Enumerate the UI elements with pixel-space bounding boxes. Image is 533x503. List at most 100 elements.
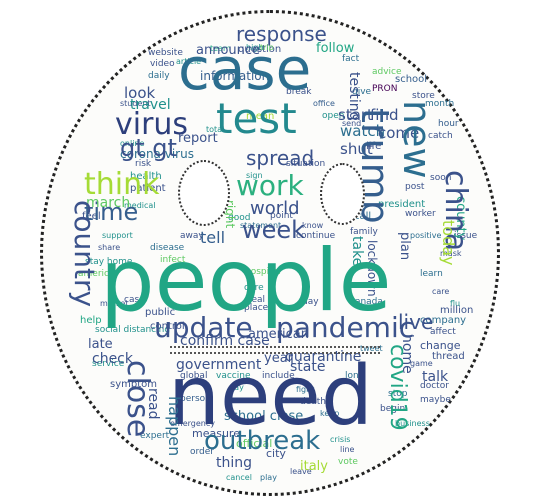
word: line (340, 445, 355, 454)
word: new (395, 100, 439, 179)
word: real (248, 295, 266, 305)
word: year (264, 351, 294, 366)
word: business (395, 419, 430, 428)
word: article (176, 57, 202, 66)
word: continue (296, 231, 336, 241)
word: patient (130, 183, 166, 194)
word: begin (380, 404, 406, 414)
word: emergency (170, 419, 215, 428)
word: stay home (85, 257, 133, 267)
word: medical (124, 201, 156, 210)
word: daily (148, 71, 170, 81)
word: travel (130, 97, 171, 113)
word: people (100, 231, 392, 331)
word: control (150, 321, 185, 332)
word: statement (240, 221, 282, 230)
word: market (100, 299, 129, 308)
word: virus (115, 107, 189, 142)
word: million (440, 305, 474, 316)
word: state (290, 359, 326, 375)
word: city (266, 447, 286, 460)
word: announce (196, 43, 261, 58)
word: corona virus (120, 147, 194, 161)
word: official (236, 437, 273, 450)
word: change (420, 339, 461, 352)
mouth-line (170, 346, 380, 354)
word: post (405, 182, 425, 192)
left-eye-cutout (178, 160, 230, 226)
word: high (246, 43, 264, 52)
word: take (349, 236, 365, 267)
word: president (378, 199, 426, 210)
word: follow (316, 41, 355, 56)
word: symptom (110, 379, 157, 390)
word: cancel (226, 473, 252, 482)
word: china (438, 170, 473, 252)
face-outline (40, 10, 500, 496)
word: website (148, 48, 183, 58)
word: point (270, 211, 293, 221)
right-eye-cutout (320, 163, 365, 225)
word: work (236, 169, 304, 202)
word: come (378, 124, 420, 142)
word: order (190, 447, 214, 457)
word: feel (82, 211, 101, 222)
word: question (238, 44, 282, 55)
word: life (366, 141, 382, 152)
word: person (180, 394, 211, 404)
word: need (168, 349, 373, 444)
word: send (342, 119, 362, 128)
word: fight (296, 385, 315, 394)
word: say (230, 383, 244, 392)
word: vaccine (216, 371, 251, 381)
word: care (432, 287, 450, 296)
word: sign (246, 171, 263, 180)
word: mask (440, 249, 462, 258)
word: look (124, 84, 156, 102)
word: american (248, 327, 309, 342)
word: crisis (330, 435, 351, 444)
word: trip (260, 43, 274, 52)
word: time (84, 198, 139, 226)
word: spread (246, 146, 315, 170)
word: fact (342, 54, 360, 64)
word: service (92, 359, 125, 369)
word: global (180, 371, 208, 381)
word: give (352, 87, 372, 97)
word: pandemic (276, 311, 415, 344)
word: month (425, 99, 455, 109)
word: close (120, 360, 155, 438)
word: today (439, 220, 458, 266)
word: week (242, 216, 306, 244)
word: team (210, 44, 231, 53)
word: canada (350, 297, 383, 307)
word: report (178, 131, 218, 146)
word: italy (300, 459, 328, 474)
word: learn (420, 269, 443, 279)
word: case (178, 35, 312, 103)
word: hospital (245, 267, 281, 277)
word: county (453, 196, 468, 241)
word: check (92, 351, 133, 367)
word: america (78, 269, 115, 279)
word: worker (405, 209, 436, 219)
word: office (313, 99, 335, 108)
word: find (370, 106, 399, 124)
word: keep (320, 409, 340, 418)
word: lockdown (365, 240, 379, 297)
word: away (180, 231, 204, 241)
word: share (98, 243, 121, 252)
word: live (398, 310, 434, 334)
word: student (120, 99, 151, 108)
word: information (200, 69, 270, 83)
word: play (260, 473, 277, 482)
word: maybe (420, 395, 451, 405)
word: testing (346, 72, 362, 121)
word: health (130, 171, 162, 182)
word: store (412, 91, 435, 101)
word: home (399, 334, 415, 374)
word: place (244, 303, 269, 313)
word: thing (216, 455, 253, 471)
word: tweet (360, 344, 383, 353)
word: positive (410, 231, 442, 240)
